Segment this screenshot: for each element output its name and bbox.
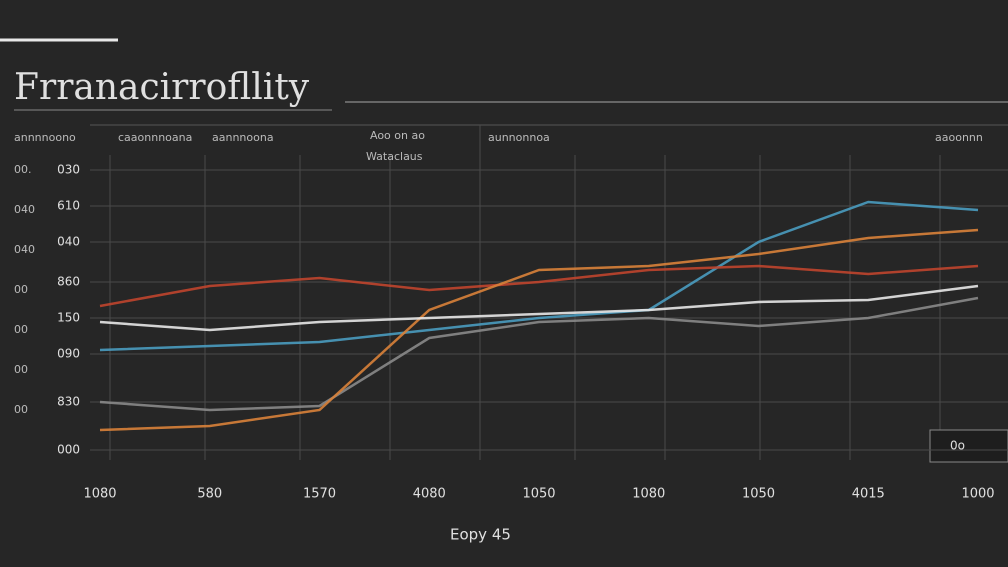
header-label: Aoo on ao <box>370 129 425 142</box>
x-tick-label: 1050 <box>522 487 555 502</box>
series-line <box>99 200 979 352</box>
x-tick-label: 580 <box>197 487 222 502</box>
y-tick-label: 860 <box>57 275 80 289</box>
info-box <box>929 429 1008 463</box>
side-label: 00 <box>14 283 28 296</box>
x-axis-label: Eopy 45 <box>450 526 511 544</box>
y-tick-label: 610 <box>57 199 80 213</box>
x-tick-label: 4080 <box>413 487 446 502</box>
side-label: 00 <box>14 403 28 416</box>
series-line <box>99 228 979 432</box>
chart-title: Frranacirrofllity <box>14 67 310 108</box>
series-line <box>99 284 979 332</box>
series-line <box>99 264 979 308</box>
side-label: 00 <box>14 363 28 376</box>
header-label: Wataclaus <box>366 150 423 163</box>
header-label: caaonnnoana <box>118 131 192 144</box>
x-tick-label: 1080 <box>632 487 665 502</box>
series-line <box>99 296 979 412</box>
header-label: aannnoona <box>212 131 274 144</box>
y-tick-label: 030 <box>57 163 80 177</box>
y-tick-label: 000 <box>57 443 80 457</box>
x-tick-label: 1000 <box>961 487 994 502</box>
x-tick-label: 1080 <box>83 487 116 502</box>
y-tick-label: 040 <box>57 235 80 249</box>
side-label: 00 <box>14 323 28 336</box>
y-tick-label: 830 <box>57 395 80 409</box>
side-label: 00. <box>14 163 32 176</box>
x-tick-label: 1570 <box>303 487 336 502</box>
header-label: annnnoono <box>14 131 76 144</box>
x-tick-label: 4015 <box>852 487 885 502</box>
header-label: aunnonnoa <box>488 131 550 144</box>
box-label: 0o <box>950 439 965 453</box>
side-label: 040 <box>14 243 35 256</box>
x-tick-label: 1050 <box>742 487 775 502</box>
y-tick-label: 150 <box>57 311 80 325</box>
side-label: 040 <box>14 203 35 216</box>
header-label: aaoonnn <box>935 131 983 144</box>
y-tick-label: 090 <box>57 347 80 361</box>
